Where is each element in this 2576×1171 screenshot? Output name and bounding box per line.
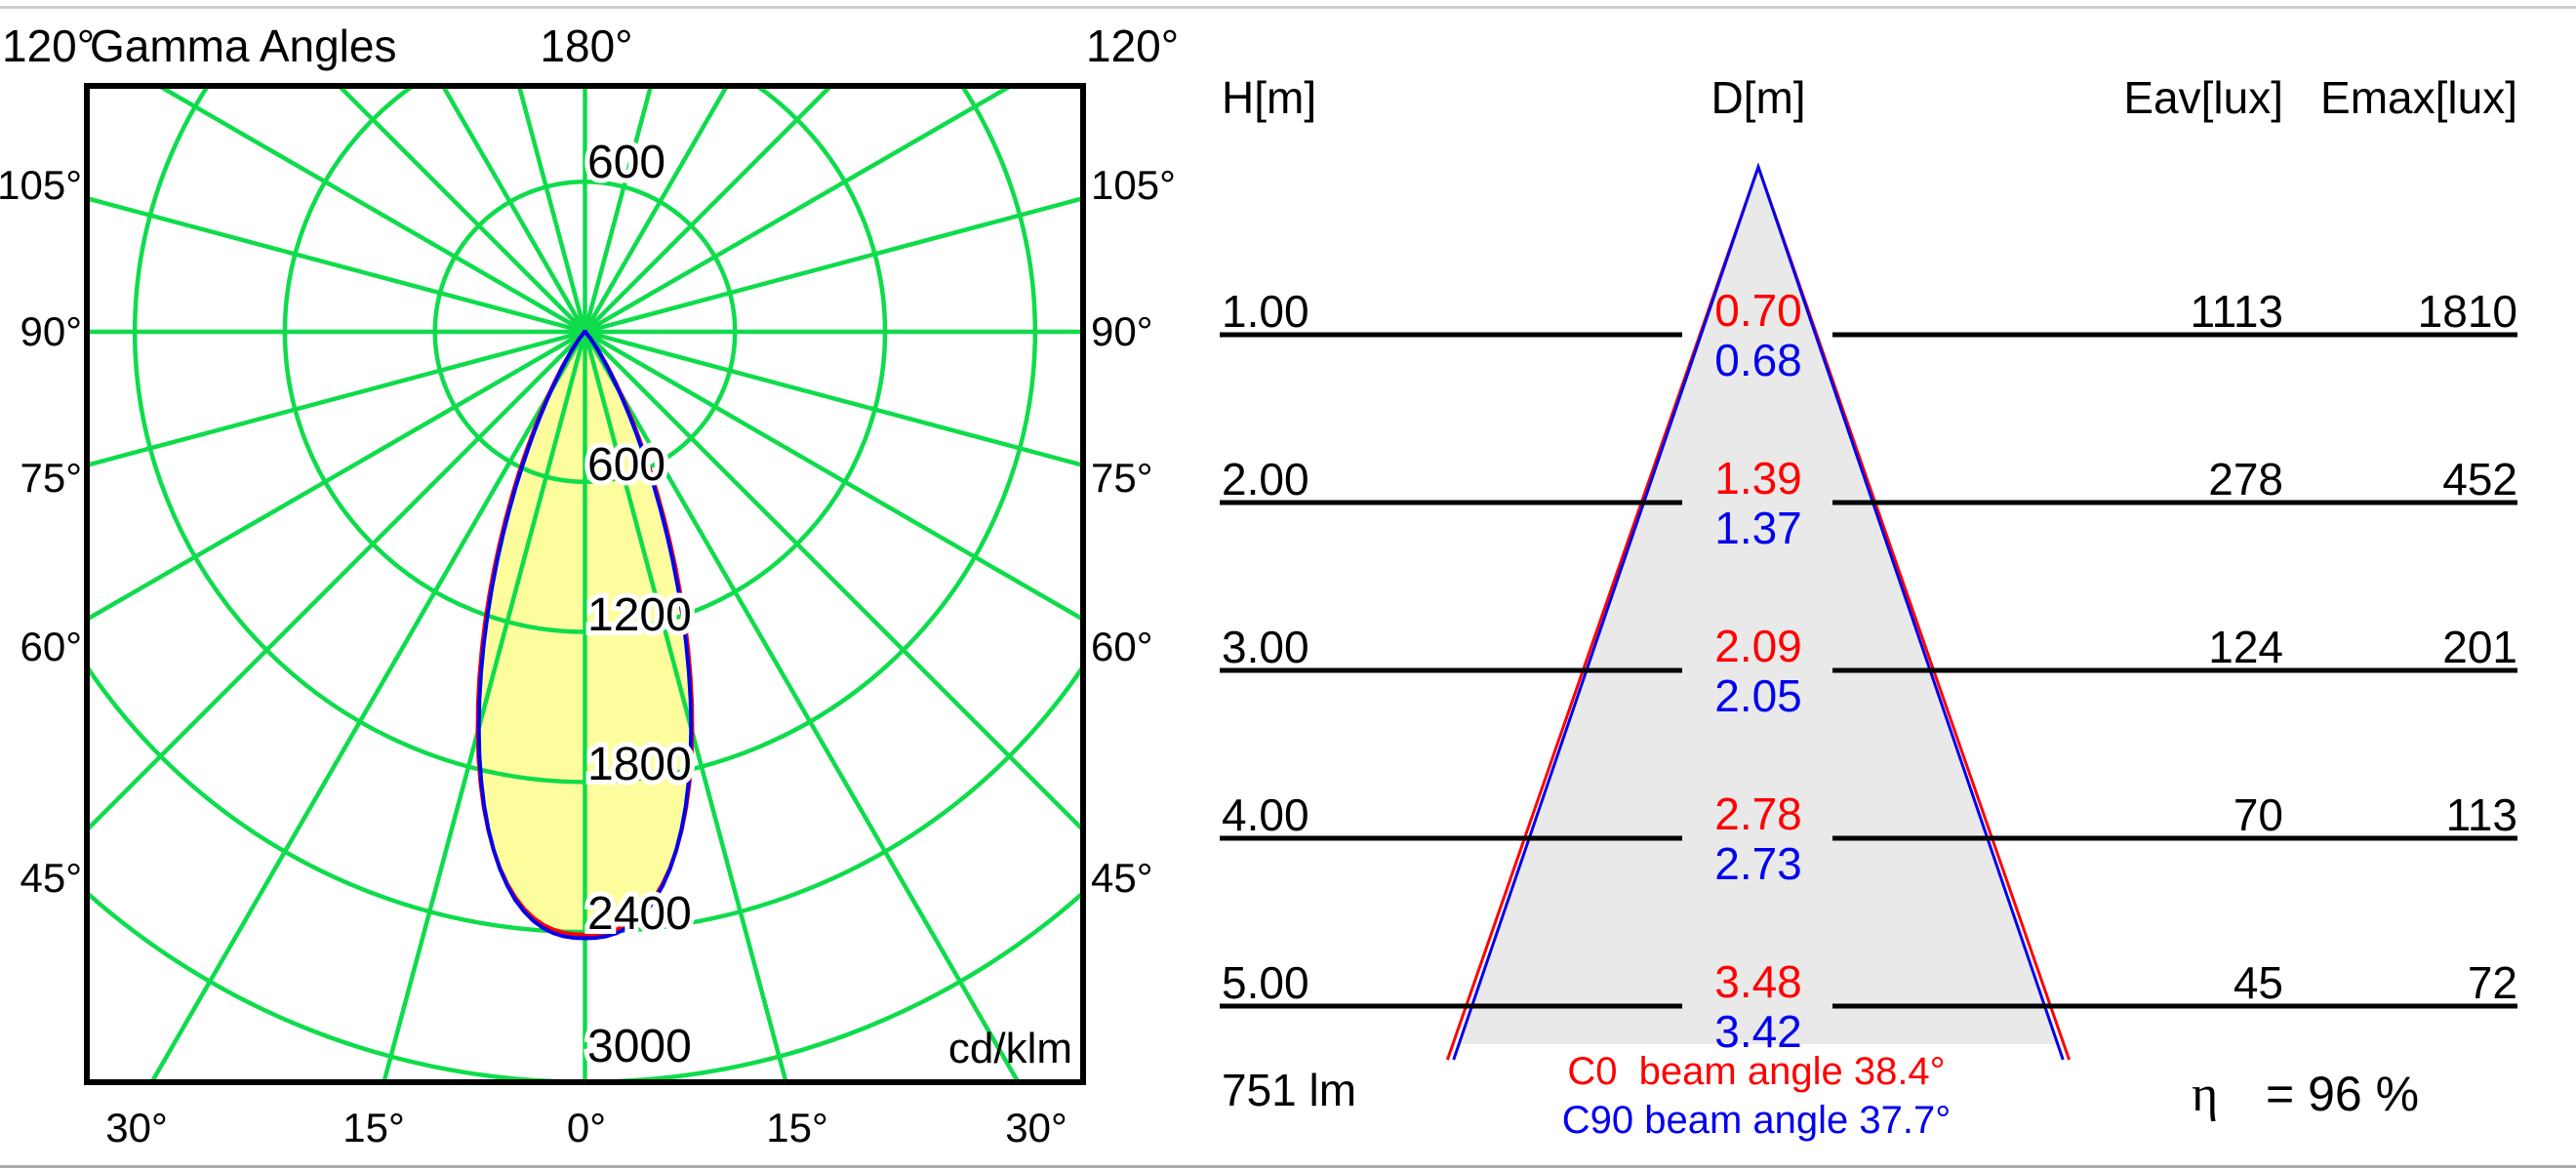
height-value: 5.00 [1222, 957, 1309, 1008]
height-value: 1.00 [1222, 286, 1309, 337]
c0-beam-angle-label: C0 beam angle 38.4° [1567, 1050, 1946, 1093]
gamma-label-right: 45° [1091, 855, 1153, 901]
eav-value: 1113 [2190, 286, 2283, 337]
diameter-c90-value: 3.42 [1714, 1006, 1802, 1057]
gamma-label-left: 105° [0, 162, 82, 208]
diameter-c0-value: 2.09 [1714, 621, 1802, 671]
polar-unit-label: cd/klm [947, 1025, 1072, 1072]
emax-value: 201 [2442, 622, 2517, 672]
diameter-c0-value: 1.39 [1714, 453, 1802, 504]
emax-value: 1810 [2417, 286, 2517, 337]
eav-value: 70 [2233, 789, 2283, 840]
eav-value: 278 [2208, 454, 2283, 505]
column-header-emax: Emax[lux] [2320, 72, 2517, 123]
column-header-eav: Eav[lux] [2123, 72, 2283, 123]
gamma-label-bottom: 30° [1005, 1105, 1067, 1151]
radial-tick-label: 1800 [587, 739, 692, 790]
height-value: 2.00 [1222, 454, 1309, 505]
radial-tick-label: 600 [587, 439, 665, 491]
diameter-c90-value: 1.37 [1714, 503, 1802, 553]
diameter-c90-value: 0.68 [1714, 335, 1802, 385]
eav-value: 45 [2233, 957, 2283, 1008]
diameter-c0-value: 2.78 [1714, 788, 1802, 839]
gamma-corner-label-left: 120° [2, 20, 96, 71]
eav-value: 124 [2208, 622, 2283, 672]
polar-grid-and-curves [87, 86, 1083, 1082]
emax-value: 113 [2445, 789, 2517, 840]
height-value: 3.00 [1222, 622, 1309, 672]
column-header-height: H[m] [1222, 72, 1317, 123]
efficiency-eta-symbol: η [2192, 1067, 2219, 1122]
gamma-label-left: 60° [20, 624, 82, 669]
diameter-c90-value: 2.73 [1714, 838, 1802, 889]
diameter-c0-value: 0.70 [1714, 285, 1802, 336]
curve-c90 [476, 330, 694, 941]
polar-title: Gamma Angles [90, 20, 397, 71]
emax-value: 72 [2467, 957, 2517, 1008]
cone-edge-c90 [1452, 162, 2065, 1061]
luminous-flux-label: 751 lm [1222, 1065, 1357, 1115]
efficiency-value: = 96 % [2266, 1067, 2420, 1121]
c90-beam-angle-label: C90 beam angle 37.7° [1561, 1099, 1952, 1142]
gamma-label-bottom: 30° [105, 1105, 168, 1151]
gamma-label-180: 180° [540, 20, 633, 71]
gamma-label-right: 105° [1091, 162, 1176, 208]
gamma-label-right: 75° [1091, 455, 1153, 501]
column-header-diameter: D[m] [1711, 72, 1806, 123]
gamma-label-bottom: 0° [566, 1105, 607, 1151]
cone-fill [1459, 167, 2058, 1044]
top-rule [0, 6, 2576, 9]
diameter-c90-value: 2.05 [1714, 670, 1802, 721]
height-value: 4.00 [1222, 789, 1309, 840]
radial-tick-label: 2400 [587, 888, 692, 940]
radial-tick-label: 1200 [587, 589, 692, 641]
gamma-label-left: 75° [20, 455, 82, 501]
gamma-corner-label-right: 120° [1086, 20, 1180, 71]
polar-box-border [84, 83, 1086, 1085]
gamma-label-right: 60° [1091, 624, 1153, 669]
radial-tick-label: 600 [587, 137, 665, 188]
polar-grid [87, 86, 1083, 1082]
gamma-label-left: 90° [20, 308, 82, 354]
emax-value: 452 [2442, 454, 2517, 505]
gamma-label-left: 45° [20, 855, 82, 901]
gamma-label-bottom: 15° [342, 1105, 405, 1151]
radial-tick-label: 3000 [587, 1021, 692, 1072]
diameter-c0-value: 3.48 [1714, 956, 1802, 1007]
bottom-rule [0, 1165, 2576, 1168]
gamma-label-bottom: 15° [766, 1105, 828, 1151]
gamma-label-right: 90° [1091, 308, 1153, 354]
